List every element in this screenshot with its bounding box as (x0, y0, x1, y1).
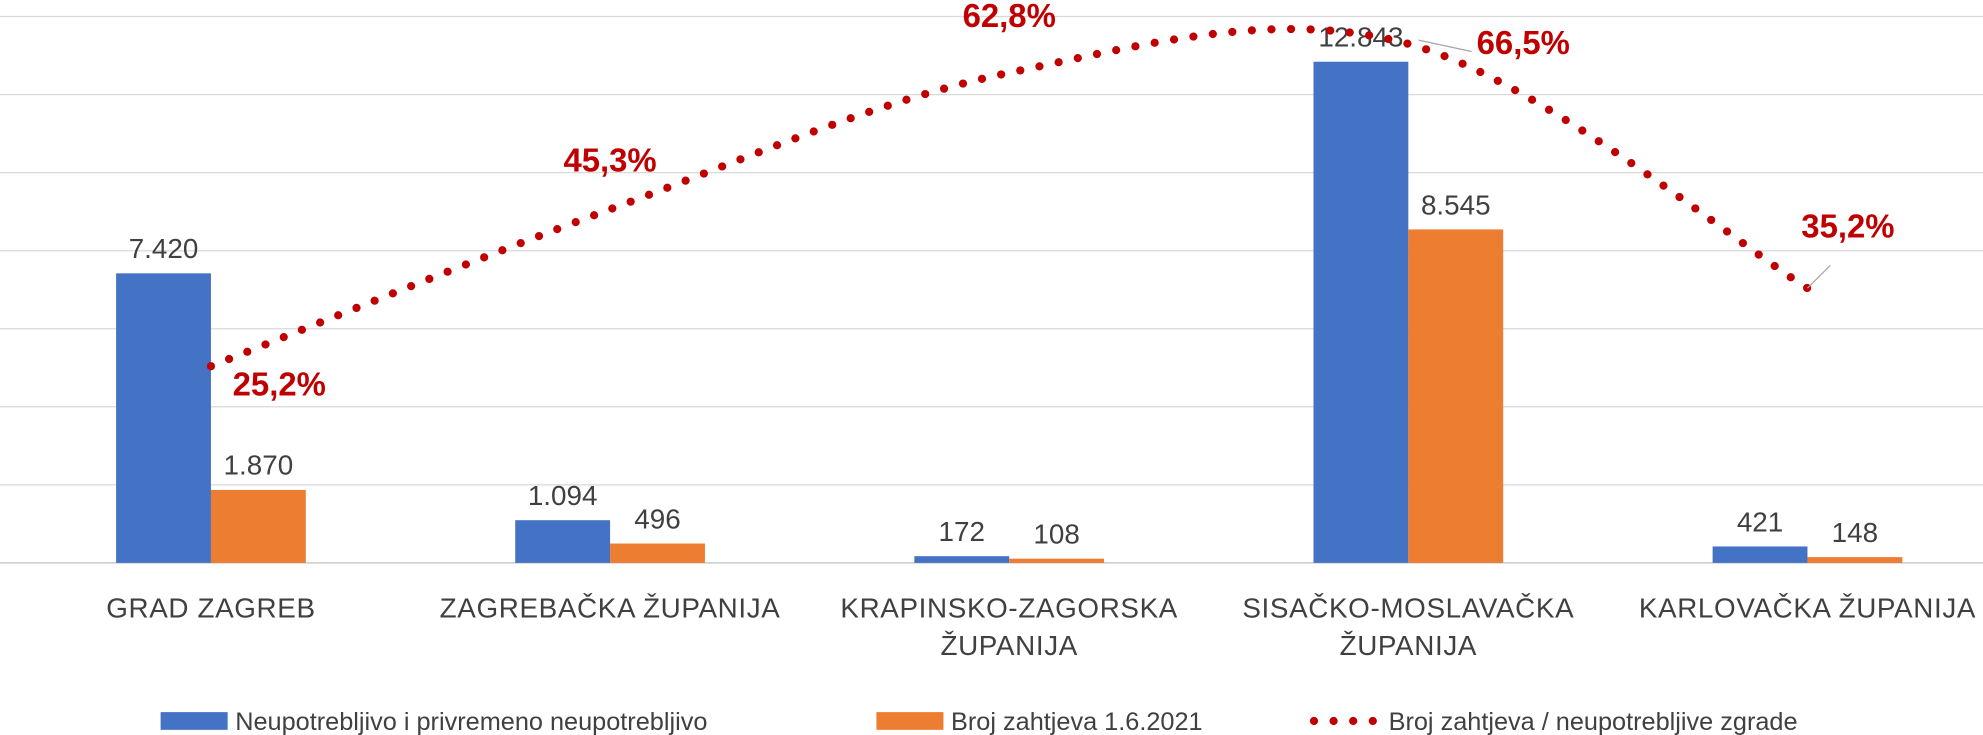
bar (914, 556, 1010, 563)
data-label: 7.420 (129, 233, 199, 264)
x-tick-label: ZAGREBAČKA ŽUPANIJA (439, 591, 781, 624)
x-tick-label: SISAČKO-MOSLAVAČKA ŽUPANIJA (1242, 591, 1575, 662)
data-label: 496 (634, 503, 680, 534)
bar (1009, 558, 1105, 563)
bar (210, 489, 306, 563)
bar (116, 273, 211, 563)
x-tick-label: KRAPINSKO-ZAGORSKA ŽUPANIJA (840, 591, 1178, 662)
line-data-label: 62,8% (963, 0, 1056, 34)
bar (1807, 557, 1903, 563)
legend-label: Neupotrebljivo i privremeno neupotreblji… (235, 708, 707, 735)
line (206, 24, 1812, 371)
leader-line (1418, 39, 1472, 53)
data-label: 1.870 (224, 450, 294, 481)
data-label: 172 (939, 516, 985, 547)
x-tick-label-box: GRAD ZAGREB (106, 591, 316, 624)
legend-label: Broj zahtjeva 1.6.2021 (951, 708, 1203, 735)
line-data-label: 66,5% (1477, 24, 1570, 61)
legend-label: Broj zahtjeva / neupotrebljive zgrade (1389, 708, 1798, 735)
data-label: 421 (1737, 506, 1783, 537)
data-label: 108 (1033, 519, 1079, 550)
x-tick-label: KARLOVAČKA ŽUPANIJA (1638, 591, 1977, 624)
data-label: 148 (1832, 517, 1878, 548)
line-data-label: 45,3% (563, 141, 656, 178)
x-tick-label-box: ZAGREBAČKA ŽUPANIJA (439, 591, 781, 624)
x-tick-label-box: KARLOVAČKA ŽUPANIJA (1638, 591, 1977, 624)
data-label: 8.545 (1421, 189, 1491, 220)
bar (1313, 61, 1409, 563)
leader-line (1807, 264, 1831, 289)
data-label: 1.094 (528, 480, 598, 511)
x-tick-label-box: SISAČKO-MOSLAVAČKA ŽUPANIJA (1242, 591, 1575, 662)
x-tick-label-box: KRAPINSKO-ZAGORSKA ŽUPANIJA (840, 591, 1178, 662)
line-data-label: 35,2% (1801, 208, 1894, 245)
legend-swatch (876, 712, 944, 730)
x-tick-label: GRAD ZAGREB (106, 591, 316, 624)
bar (610, 543, 705, 563)
bar (1408, 229, 1504, 563)
bar (1712, 546, 1808, 563)
bar (515, 520, 611, 563)
legend-swatch (160, 712, 228, 730)
line-data-label: 25,2% (233, 365, 326, 402)
